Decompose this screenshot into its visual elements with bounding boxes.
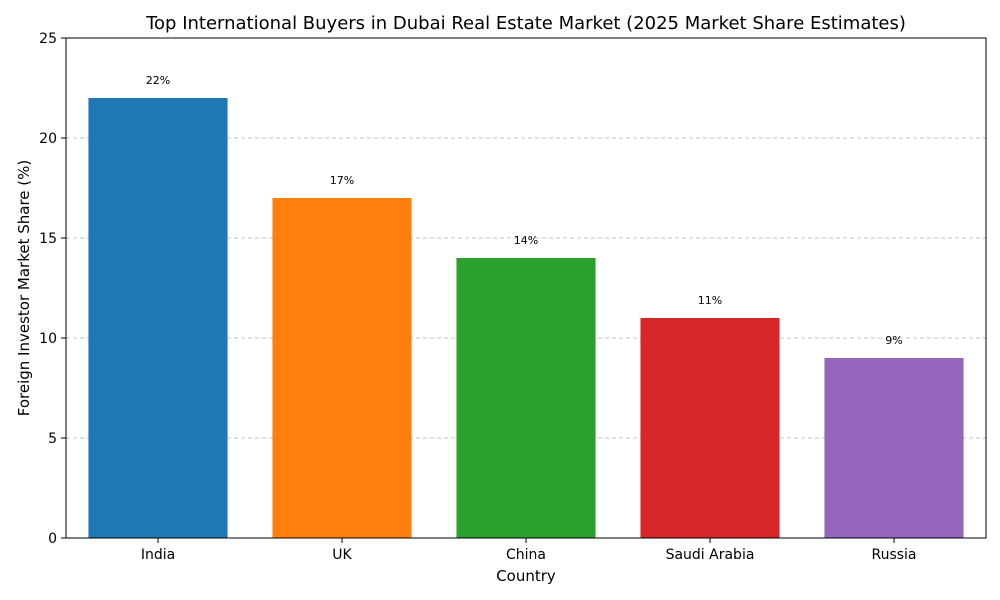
data-label: 17% [330, 174, 354, 187]
chart-title: Top International Buyers in Dubai Real E… [145, 13, 906, 34]
x-tick-label: UK [332, 547, 352, 563]
y-axis-label: Foreign Investor Market Share (%) [15, 160, 33, 417]
data-labels: 22% 17% 14% 11% 9% [146, 74, 903, 347]
bar-saudi-arabia [640, 318, 780, 538]
y-tick-label: 10 [39, 331, 57, 347]
y-tick-label: 0 [48, 531, 57, 547]
data-label: 22% [146, 74, 170, 87]
y-tick-label: 15 [39, 231, 57, 247]
x-tick-label: China [506, 547, 546, 563]
y-tick-label: 5 [48, 431, 57, 447]
y-axis-ticks: 0 5 10 15 20 25 [39, 31, 66, 547]
bar-russia [824, 358, 964, 538]
bar-china [456, 258, 596, 538]
x-tick-label: Saudi Arabia [666, 547, 755, 563]
x-tick-label: India [141, 547, 175, 563]
data-label: 11% [698, 294, 722, 307]
data-label: 14% [514, 234, 538, 247]
y-tick-label: 20 [39, 131, 57, 147]
x-tick-label: Russia [871, 547, 916, 563]
data-label: 9% [885, 334, 902, 347]
x-axis-ticks: India UK China Saudi Arabia Russia [141, 538, 917, 563]
bars [88, 98, 964, 538]
bar-uk [272, 198, 412, 538]
x-axis-label: Country [496, 567, 556, 585]
bar-india [88, 98, 228, 538]
y-tick-label: 25 [39, 31, 57, 47]
